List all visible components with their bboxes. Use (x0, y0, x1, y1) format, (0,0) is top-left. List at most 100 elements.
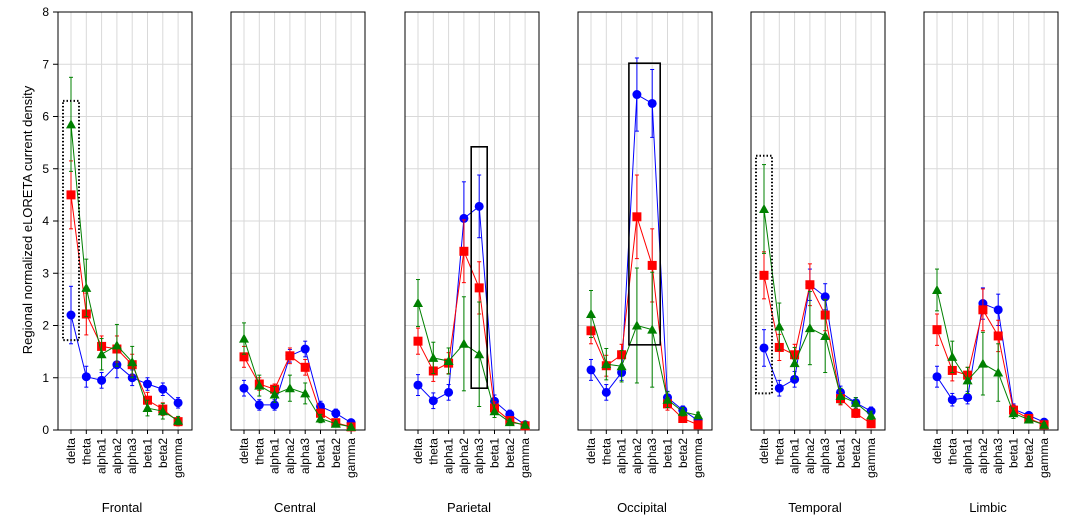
data-point (285, 351, 295, 361)
panel-title: Central (274, 500, 316, 515)
x-tick-label: delta (584, 438, 598, 464)
series-line (763, 208, 872, 416)
x-tick-label: alpha2 (630, 438, 644, 474)
data-point (413, 298, 423, 308)
panel-frontal: delta theta alpha1 alpha2 alpha3 beta1 beta2 ga… (57, 11, 193, 515)
y-tick-label: 4 (42, 214, 49, 228)
series-blue (66, 285, 183, 409)
x-tick-label: beta1 (834, 438, 848, 468)
x-tick-label: alpha1 (788, 438, 802, 474)
x-tick-label: theta (79, 438, 93, 465)
data-point (254, 380, 265, 390)
data-point (820, 292, 830, 302)
x-tick-label: alpha3 (991, 438, 1005, 474)
panel-frame (230, 11, 366, 431)
x-tick-label: beta1 (314, 438, 328, 468)
data-point (143, 379, 152, 389)
series-green (586, 267, 704, 420)
y-tick-label: 2 (42, 319, 49, 333)
data-point (157, 406, 168, 416)
data-point (66, 190, 76, 200)
data-point (459, 246, 469, 256)
panel-title: Parietal (447, 500, 491, 515)
data-point (866, 410, 877, 420)
series-green (239, 322, 357, 431)
data-point (759, 203, 769, 213)
data-point (96, 349, 107, 359)
y-tick-label: 0 (42, 423, 49, 437)
x-tick-label: gamma (691, 438, 705, 478)
x-tick-label: gamma (171, 438, 185, 478)
x-tick-label: gamma (344, 438, 358, 478)
y-tick-label: 5 (42, 162, 49, 176)
dotted-highlight-box (755, 154, 773, 395)
x-tick-label: beta2 (676, 438, 690, 468)
x-tick-label: alpha3 (472, 438, 486, 474)
grid (58, 12, 192, 430)
data-point (693, 410, 704, 420)
data-point (774, 321, 785, 331)
data-point (647, 324, 658, 334)
dotted-highlight-box (62, 99, 80, 342)
data-point (616, 361, 627, 371)
data-point (458, 338, 469, 348)
data-point (316, 401, 325, 411)
data-point (978, 305, 988, 315)
data-point (947, 351, 958, 361)
x-tick-label: alpha2 (976, 438, 990, 474)
x-tick-label: delta (237, 438, 251, 464)
data-point (963, 393, 973, 403)
x-tick-label: alpha1 (268, 438, 282, 474)
data-point (851, 408, 861, 418)
x-tick-label: gamma (518, 438, 532, 478)
data-point (300, 344, 310, 354)
data-point (586, 309, 596, 319)
series-green (932, 268, 1050, 429)
data-point (413, 336, 423, 346)
panel-limbic: delta theta alpha1 alpha2 alpha3 beta1 beta2 ga… (923, 11, 1059, 515)
x-tick-label: alpha3 (645, 438, 659, 474)
panel-frame (923, 11, 1059, 431)
series-line (936, 302, 1045, 423)
data-point (300, 388, 311, 398)
data-point (1008, 408, 1019, 418)
grid (578, 12, 712, 430)
data-point (173, 398, 183, 408)
y-axis-label: Regional normalized eLORETA current dens… (20, 85, 35, 354)
x-tick-label: delta (930, 438, 944, 464)
data-point (331, 408, 341, 418)
data-point (759, 270, 769, 280)
data-point (693, 420, 703, 430)
data-point (81, 372, 91, 382)
panel-title: Limbic (969, 500, 1007, 515)
data-point (632, 212, 642, 222)
x-tick-label: beta1 (661, 438, 675, 468)
x-tick-label: alpha1 (95, 438, 109, 474)
data-point (142, 403, 153, 413)
panel-frame (577, 11, 713, 431)
data-point (489, 406, 500, 416)
data-point (790, 374, 800, 384)
data-point (993, 305, 1003, 315)
data-point (759, 343, 769, 353)
x-tick-label: delta (411, 438, 425, 464)
grid (231, 12, 365, 430)
data-point (158, 384, 168, 394)
y-tick-label: 3 (42, 266, 49, 280)
y-tick-label: 8 (42, 5, 49, 19)
series-line (590, 93, 699, 422)
x-tick-label: theta (945, 438, 959, 465)
data-point (316, 408, 325, 418)
series-line (70, 124, 179, 422)
panel-frame (404, 11, 540, 431)
panel-title: Occipital (617, 500, 667, 515)
x-tick-label: alpha1 (615, 438, 629, 474)
x-tick-label: beta2 (156, 438, 170, 468)
series-blue (759, 268, 876, 416)
data-point (474, 283, 484, 293)
panel-frame (750, 11, 886, 431)
y-tick-label: 6 (42, 110, 49, 124)
x-tick-label: beta2 (849, 438, 863, 468)
x-tick-label: alpha1 (961, 438, 975, 474)
series-green (66, 76, 184, 426)
